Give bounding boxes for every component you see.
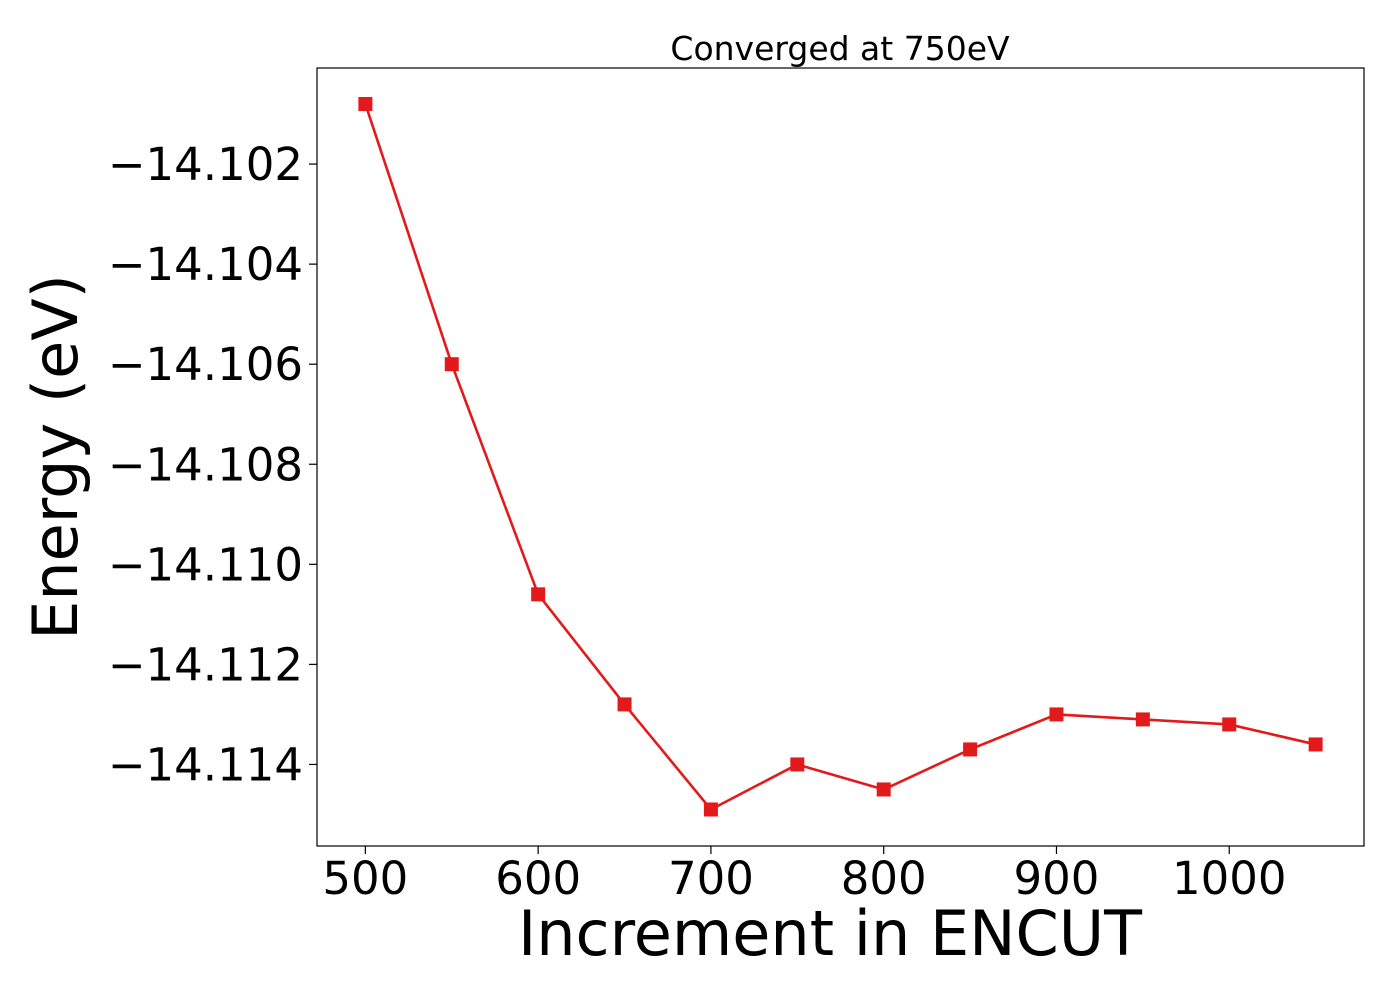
x-tick-label: 800	[841, 852, 927, 905]
x-tick-label: 600	[495, 852, 581, 905]
series-energy	[358, 97, 1323, 817]
x-tick-label: 700	[668, 852, 754, 905]
chart-title: Converged at 750eV	[670, 29, 1010, 68]
data-point-marker	[531, 587, 546, 602]
data-point-marker	[358, 97, 373, 112]
x-tick-label: 900	[1014, 852, 1100, 905]
series-line	[364, 103, 1316, 811]
y-tick-label: −14.106	[108, 338, 303, 391]
data-point-marker	[617, 697, 632, 712]
y-tick-label: −14.108	[108, 438, 303, 491]
data-point-marker	[703, 802, 718, 817]
data-point-marker	[790, 757, 805, 772]
x-axis-ticks: 500 600 700 800 900 1000	[322, 846, 1287, 905]
y-tick-label: −14.112	[108, 638, 303, 691]
y-tick-label: −14.110	[108, 538, 303, 591]
x-tick-label: 500	[322, 852, 408, 905]
data-point-marker	[1222, 717, 1237, 732]
plot-area-frame	[316, 67, 1365, 847]
data-point-marker	[1308, 737, 1323, 752]
x-axis-label: Increment in ENCUT	[518, 897, 1143, 970]
y-tick-label: −14.102	[108, 138, 303, 191]
data-point-marker	[1135, 712, 1150, 727]
y-tick-label: −14.114	[108, 738, 303, 791]
y-tick-label: −14.104	[108, 238, 303, 291]
data-point-marker	[963, 742, 978, 757]
y-axis-ticks: −14.102 −14.104 −14.106 −14.108 −14.110 −14.1…	[108, 138, 317, 791]
x-tick-label: 1000	[1172, 852, 1287, 905]
data-point-marker	[444, 357, 459, 372]
data-point-marker	[1049, 707, 1064, 722]
y-axis-label: Energy (eV)	[19, 274, 92, 640]
data-point-marker	[876, 782, 891, 797]
